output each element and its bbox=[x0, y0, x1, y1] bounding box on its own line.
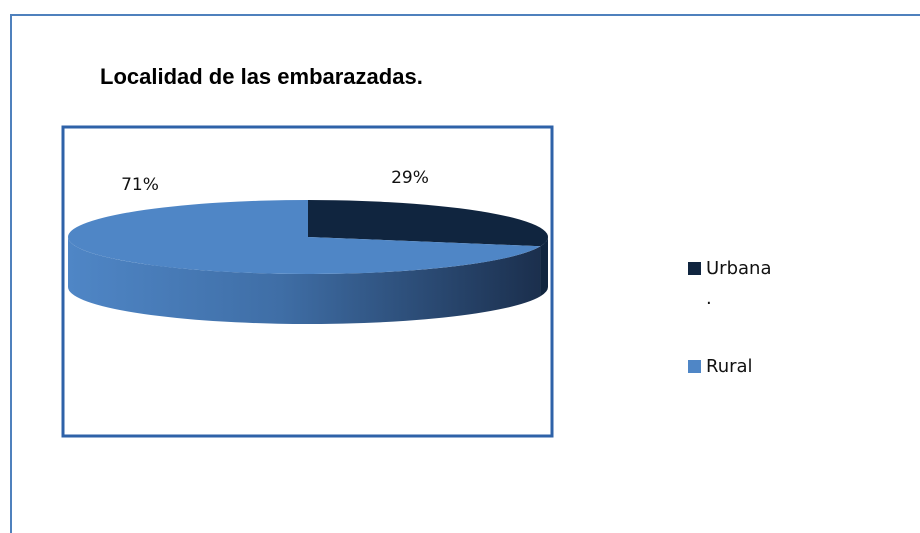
legend-swatch bbox=[688, 360, 701, 373]
legend-swatch bbox=[688, 262, 701, 275]
data-label: 29% bbox=[391, 168, 429, 188]
pie-slice bbox=[308, 200, 548, 247]
legend-label: Rural bbox=[706, 356, 753, 377]
outer-frame bbox=[10, 14, 920, 533]
pie-side bbox=[540, 237, 548, 297]
pie-slice bbox=[68, 200, 541, 274]
chart-title: Localidad de las embarazadas. bbox=[100, 64, 423, 89]
plot-frame bbox=[61, 125, 554, 438]
pie-side bbox=[68, 237, 541, 325]
legend-label: Urbana . bbox=[706, 258, 772, 309]
data-label: 71% bbox=[121, 175, 159, 195]
